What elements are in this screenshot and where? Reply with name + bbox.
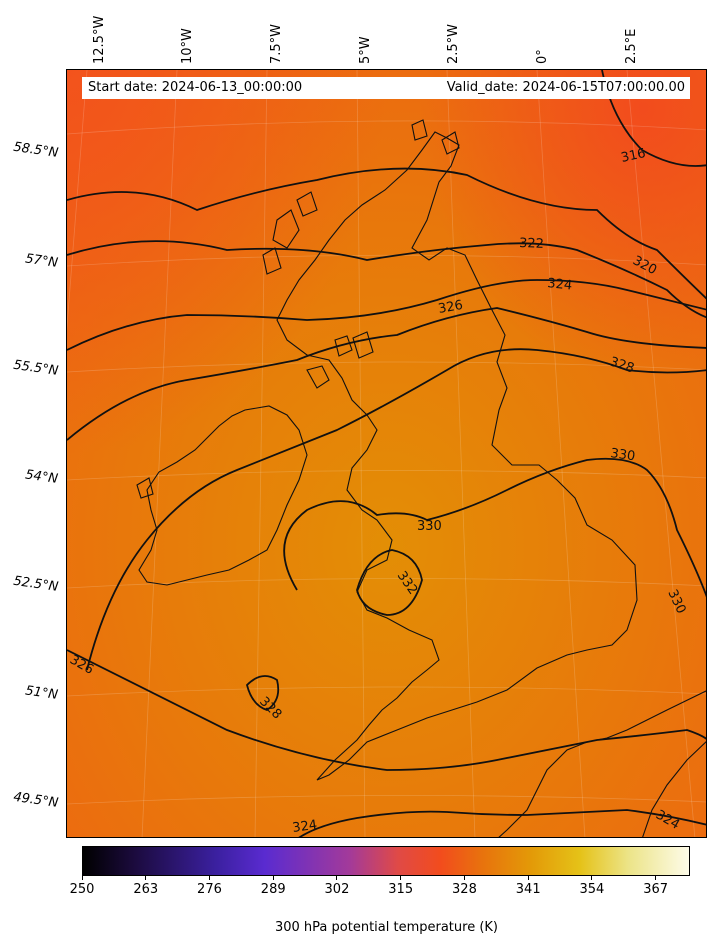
contour-label-330-center: 330 — [417, 519, 442, 534]
lat-label-49-5n: 49.5°N — [12, 789, 60, 811]
temperature-field-nw — [67, 70, 706, 837]
contour-326-south — [67, 649, 706, 771]
map-panel: 316 320 322 324 326 328 330 332 326 328 … — [66, 69, 707, 838]
colorbar — [82, 846, 690, 876]
contour-332 — [356, 549, 423, 616]
colorbar-tick-mark — [591, 876, 593, 880]
coastline-ireland — [138, 405, 308, 586]
lat-label-55-5n: 55.5°N — [12, 357, 60, 379]
lat-label-58-5n: 58.5°N — [12, 139, 60, 161]
contour-324 — [67, 279, 706, 351]
lat-label-51n: 51°N — [24, 683, 60, 703]
coastline-continent — [498, 690, 706, 837]
colorbar-tick-label: 302 — [324, 882, 350, 897]
contour-label-322: 322 — [519, 236, 544, 252]
contour-328 — [86, 348, 706, 671]
colorbar-tick-mark — [81, 876, 83, 880]
lon-label-0: 0° — [535, 49, 550, 64]
date-info-box: Start date: 2024-06-13_00:00:00 Valid_da… — [82, 77, 690, 99]
contour-label-330-east: 330 — [609, 446, 636, 464]
colorbar-tick-label: 328 — [452, 882, 477, 897]
contour-328-loop — [246, 675, 280, 711]
colorbar-tick-label: 354 — [579, 882, 605, 897]
lat-label-57n: 57°N — [24, 251, 60, 271]
contour-320 — [67, 167, 706, 300]
contour-label-324: 324 — [547, 276, 573, 294]
colorbar-tick-mark — [145, 876, 147, 880]
colorbar-title: 300 hPa potential temperature (K) — [274, 920, 498, 935]
lat-label-52-5n: 52.5°N — [12, 573, 60, 595]
lon-label-7-5w: 7.5°W — [269, 23, 284, 64]
lon-label-12-5w: 12.5°W — [92, 15, 107, 64]
colorbar-tick-mark — [272, 876, 274, 880]
contour-330 — [283, 457, 706, 598]
graticule — [67, 70, 706, 837]
colorbar-tick-label: 341 — [515, 882, 541, 897]
start-date-text: Start date: 2024-06-13_00:00:00 — [88, 80, 303, 95]
colorbar-tick-mark — [400, 876, 402, 880]
lon-label-10w: 10°W — [180, 28, 195, 64]
coastlines — [136, 119, 706, 837]
contour-326-north — [67, 307, 706, 441]
contour-324-south — [298, 809, 706, 837]
contour-label-328-north: 328 — [608, 355, 636, 377]
contour-322 — [67, 240, 706, 319]
contours — [67, 70, 706, 837]
colorbar-tick-label: 367 — [643, 882, 669, 897]
lat-label-54n: 54°N — [24, 467, 60, 487]
colorbar-tick-mark — [655, 876, 657, 880]
colorbar-tick-label: 315 — [388, 882, 414, 897]
contour-label-326-north: 326 — [437, 298, 464, 317]
map-svg: 316 320 322 324 326 328 330 332 326 328 … — [67, 70, 706, 837]
colorbar-tick-mark — [336, 876, 338, 880]
colorbar-tick-label: 289 — [260, 882, 286, 897]
colorbar-tick-label: 263 — [133, 882, 159, 897]
colorbar-tick-label: 250 — [69, 882, 95, 897]
colorbar-tick-label: 276 — [197, 882, 222, 897]
lon-label-2-5e: 2.5°E — [624, 28, 639, 64]
lon-label-2-5w: 2.5°W — [446, 23, 461, 64]
contour-label-324-southwest: 324 — [291, 818, 318, 836]
lon-label-5w: 5°W — [358, 36, 373, 64]
coastline-great-britain — [276, 131, 638, 781]
colorbar-tick-mark — [208, 876, 210, 880]
valid-date-text: Valid_date: 2024-06-15T07:00:00.00 — [446, 80, 685, 95]
colorbar-tick-mark — [463, 876, 465, 880]
colorbar-tick-mark — [527, 876, 529, 880]
contour-label-316: 316 — [620, 146, 647, 166]
